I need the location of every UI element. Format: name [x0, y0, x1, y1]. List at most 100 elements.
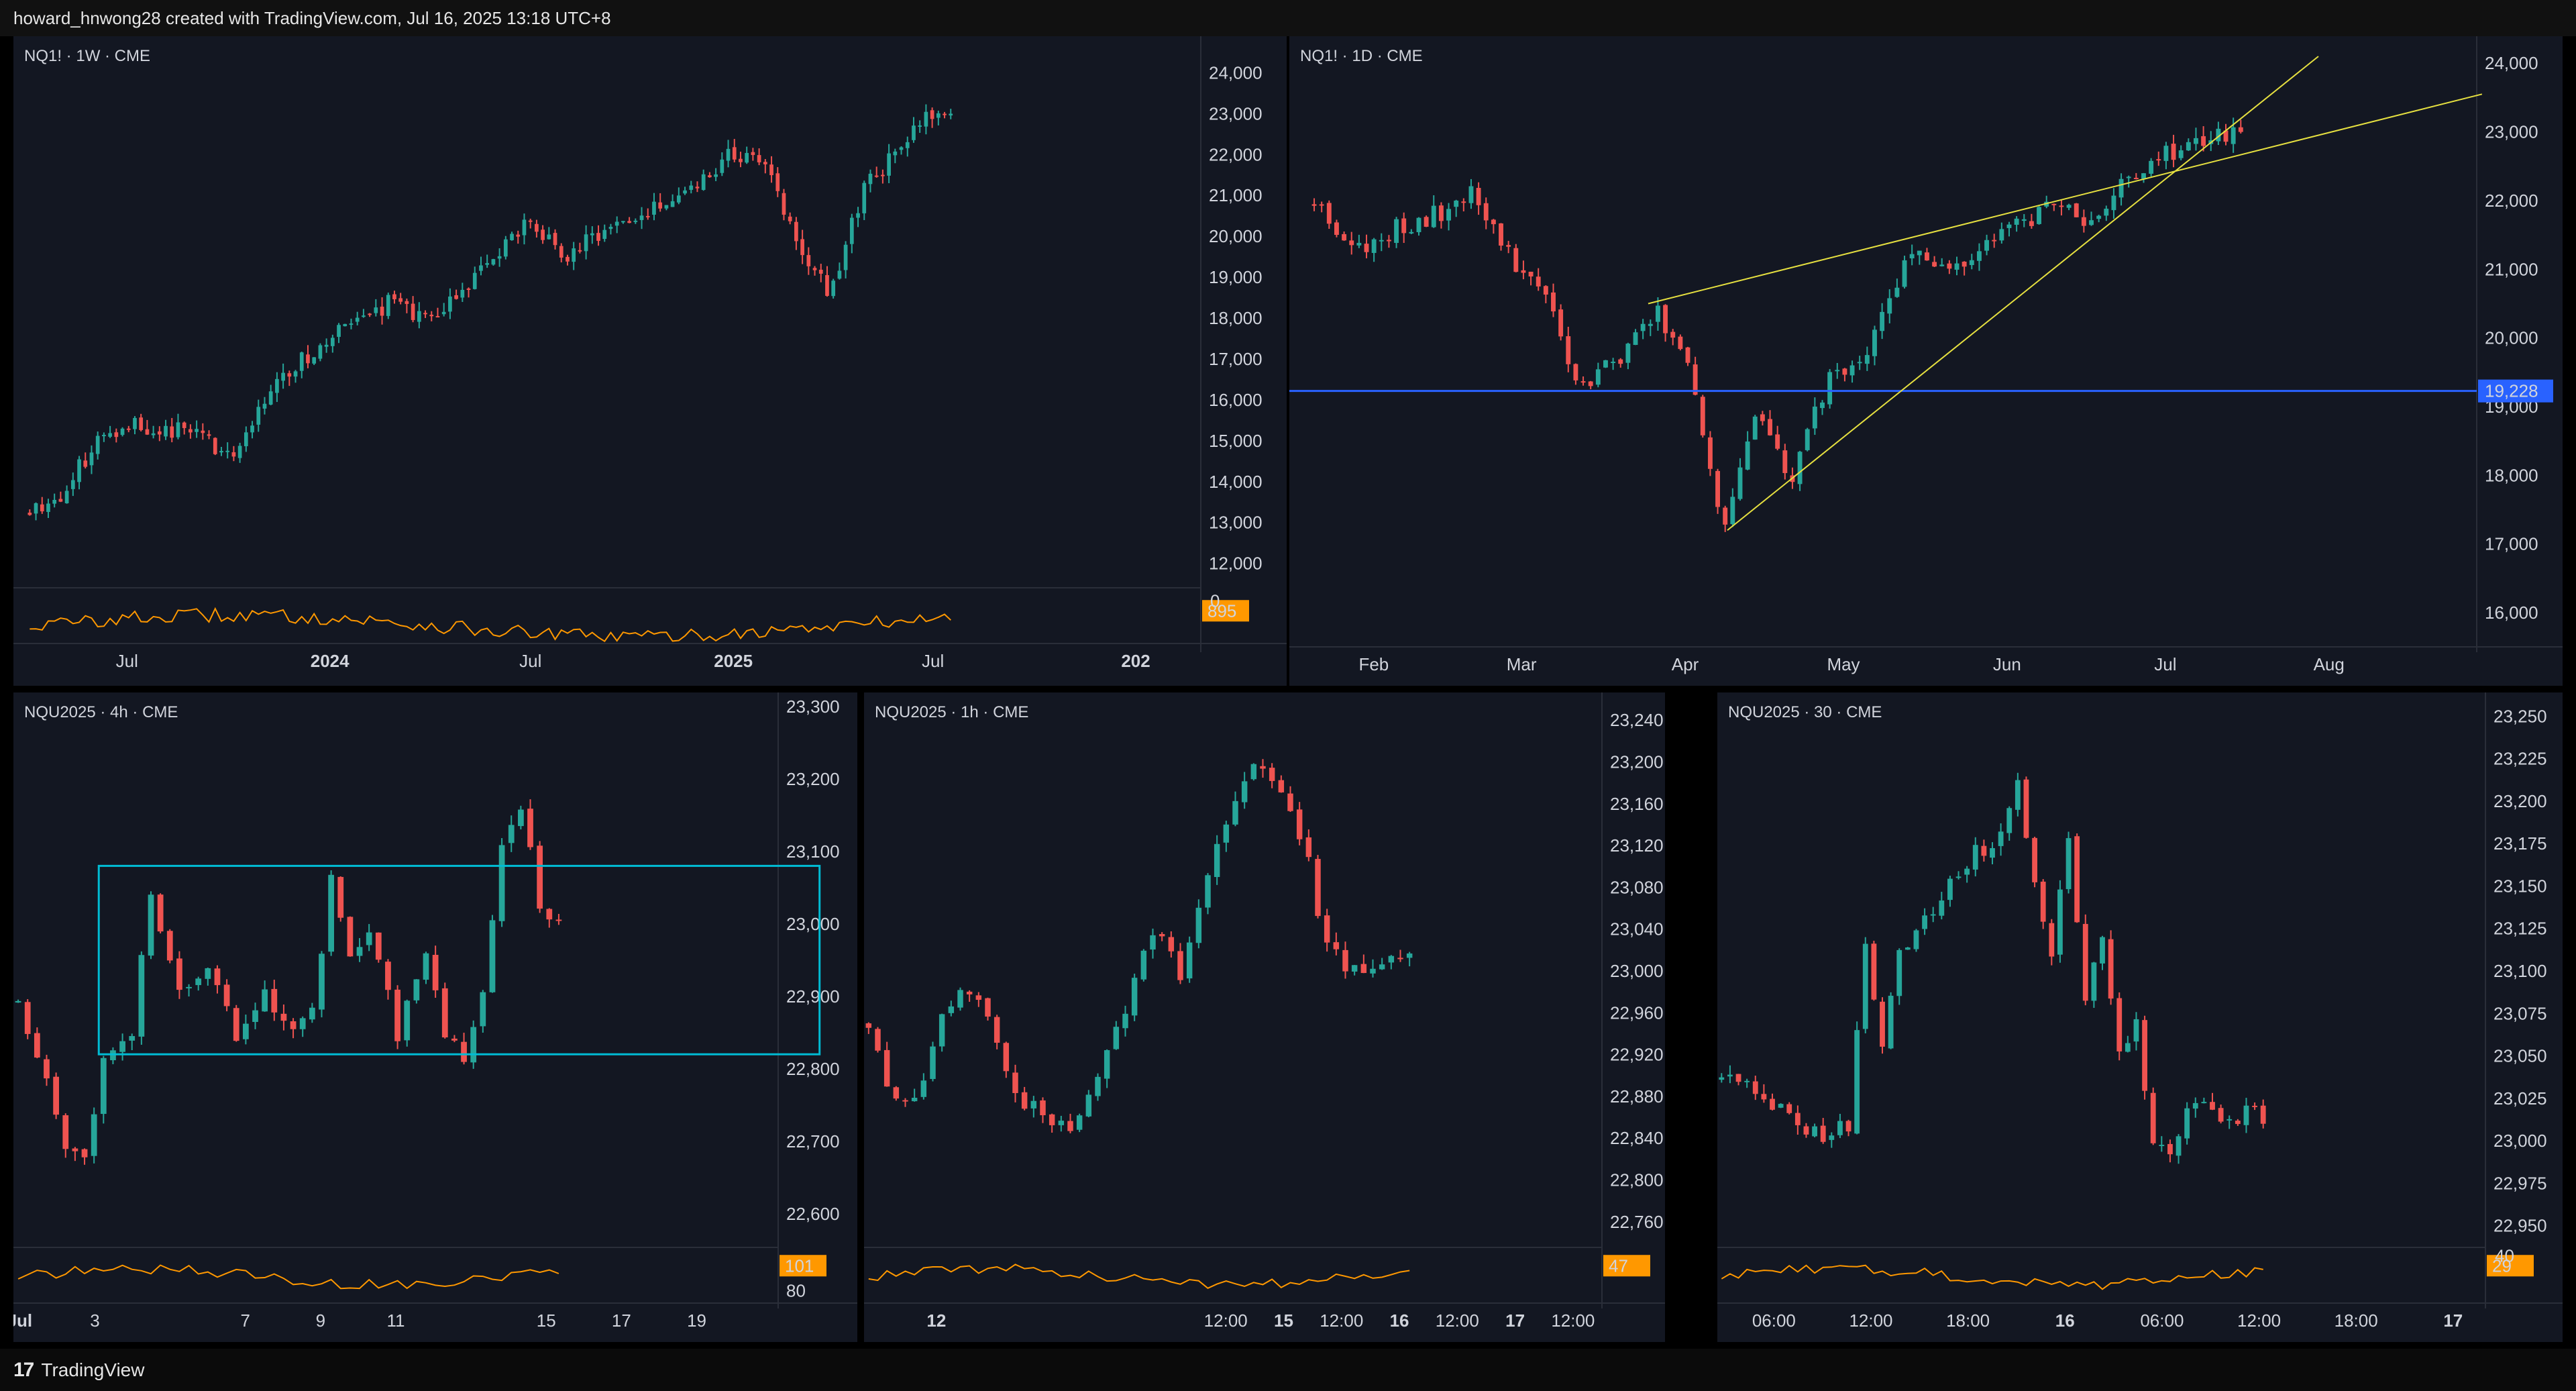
y-tick-label: 22,975: [2493, 1173, 2547, 1193]
candle-body: [1095, 1076, 1101, 1096]
y-tick-label: 23,200: [1610, 752, 1664, 772]
candle-body: [489, 920, 496, 992]
candle-body: [2081, 217, 2086, 226]
chart-panel-daily[interactable]: 24,000 23,000 22,000 21,000 20,000 19,000 18,0…: [1289, 36, 2563, 686]
candle-body: [1700, 397, 1705, 435]
candle-body: [343, 323, 347, 327]
candle-body: [448, 296, 452, 312]
candle-body: [318, 345, 323, 359]
candle-body: [62, 1115, 69, 1149]
volume-value-bg: [2487, 1255, 2534, 1277]
volume-line: [1721, 1264, 2263, 1290]
candle-body: [1424, 217, 1429, 227]
footer-brand[interactable]: TradingView: [41, 1359, 145, 1380]
candle-body: [2015, 780, 2021, 810]
candle-body: [337, 876, 344, 918]
candles-group: [1719, 772, 2266, 1164]
chart-panel-weekly[interactable]: 24,000 23,000 22,000 21,000 20,000 19,000 18,0…: [13, 36, 1287, 686]
candle-body: [2006, 224, 2012, 228]
y-tick-label: 23,160: [1610, 794, 1664, 814]
x-tick-label: 17: [1505, 1310, 1525, 1331]
candle-body: [1351, 965, 1358, 972]
candle-body: [466, 289, 471, 291]
candle-body: [1655, 305, 1660, 322]
candle-body: [256, 407, 261, 425]
candle-body: [806, 255, 811, 266]
candle-body: [1324, 915, 1330, 943]
candle-body: [2238, 127, 2243, 132]
candle-body: [100, 1058, 107, 1115]
candle-body: [1812, 1126, 1817, 1137]
candle-body: [510, 234, 514, 240]
x-tick-label: 16: [1390, 1310, 1409, 1331]
candle-body: [1909, 254, 1915, 258]
trendline: [1727, 56, 2319, 531]
candle-body: [429, 315, 434, 317]
candle-body: [223, 984, 230, 1007]
candle-body: [1406, 953, 1413, 958]
candle-body: [812, 268, 817, 270]
candle-body: [652, 201, 656, 215]
candle-body: [708, 175, 712, 178]
x-tick-label: Jul: [116, 651, 138, 671]
candle-body: [120, 428, 125, 435]
x-tick-label: Jul: [2154, 654, 2176, 674]
x-tick-label: 9: [316, 1310, 325, 1331]
candle-body: [2171, 144, 2176, 160]
chart-svg-h1: 23,240 23,200 23,160 23,120 23,080 23,040 23,0…: [864, 692, 1665, 1331]
candle-body: [1551, 292, 1556, 312]
candle-body: [1835, 370, 1840, 372]
candle-body: [1625, 344, 1631, 363]
candle-body: [948, 1006, 955, 1013]
footer-bar: 17 TradingView: [0, 1349, 2576, 1391]
candle-body: [2150, 1092, 2156, 1143]
candle-body: [242, 1023, 249, 1039]
chart-panel-h1[interactable]: 23,240 23,200 23,160 23,120 23,080 23,040 23,0…: [864, 692, 1665, 1342]
candle-body: [1315, 859, 1321, 917]
candle-body: [1140, 950, 1147, 980]
candle-body: [366, 932, 372, 945]
candle-body: [1334, 222, 1339, 236]
candle-body: [1782, 450, 1788, 474]
candle-body: [195, 978, 202, 986]
candle-body: [1954, 263, 1960, 270]
candle-body: [1104, 1050, 1110, 1079]
candle-body: [498, 845, 505, 921]
candle-body: [1854, 1030, 1860, 1134]
y-tick-label: 23,240: [1610, 710, 1664, 730]
candle-body: [1947, 878, 1953, 900]
candle-body: [2178, 150, 2184, 158]
candle-body: [2163, 146, 2169, 161]
y-tick-label: 21,000: [2485, 259, 2538, 279]
candle-body: [1932, 262, 1937, 267]
candle-body: [280, 1013, 287, 1021]
candle-body: [555, 919, 562, 921]
y-tick-label: 20,000: [1209, 226, 1263, 246]
candle-body: [1223, 824, 1230, 843]
candle-body: [1693, 364, 1698, 395]
y-tick-label: 21,000: [1209, 185, 1263, 205]
candle-body: [1371, 239, 1377, 253]
y-tick-label: 23,000: [1610, 961, 1664, 981]
y-tick-label: 23,100: [2493, 961, 2547, 981]
candle-body: [2040, 881, 2046, 922]
candle-body: [2149, 160, 2154, 174]
candle-body: [1195, 907, 1202, 943]
candle-body: [46, 503, 50, 512]
chart-panel-h4[interactable]: 23,300 23,200 23,100 23,000 22,900 22,800 22,7…: [13, 692, 857, 1342]
candle-body: [2184, 1108, 2190, 1139]
candle-body: [1917, 250, 1922, 256]
candle-body: [2210, 1102, 2215, 1110]
symbol-label-daily: NQ1! · 1D · CME: [1300, 47, 1423, 65]
symbol-label-m30: NQU2025 · 30 · CME: [1728, 703, 1882, 721]
candle-body: [2142, 1020, 2147, 1091]
volume-value-bg: [1202, 600, 1249, 622]
x-tick-label: 06:00: [2140, 1310, 2184, 1331]
y-tick-label: 22,960: [1610, 1002, 1664, 1023]
candle-body: [2091, 962, 2097, 1001]
candle-body: [1388, 956, 1395, 963]
chart-svg-daily: 24,00023,00022,00021,00020,00019,00018,0…: [1289, 36, 2563, 674]
chart-panel-m30[interactable]: 23,250 23,225 23,200 23,175 23,150 23,125 23,1…: [1717, 692, 2563, 1342]
candle-body: [658, 202, 663, 209]
candle-body: [1536, 276, 1541, 287]
